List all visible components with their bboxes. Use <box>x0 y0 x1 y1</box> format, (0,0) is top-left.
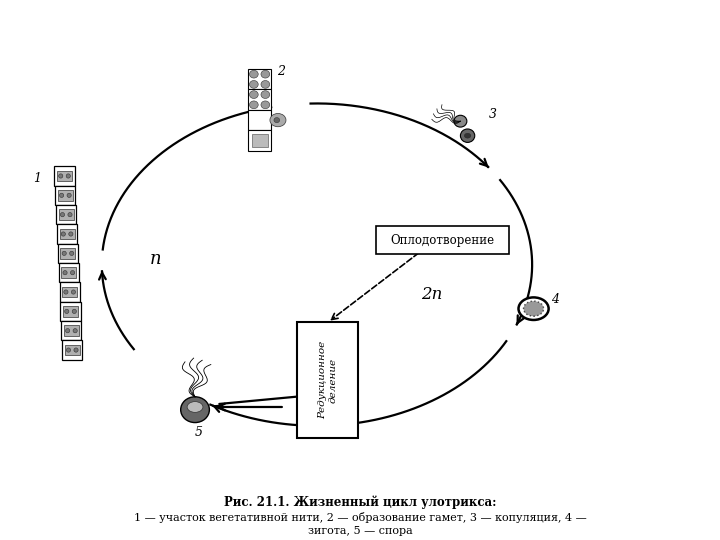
Ellipse shape <box>518 298 549 320</box>
Bar <box>59 263 79 282</box>
Text: Оплодотворение: Оплодотворение <box>390 234 495 247</box>
Bar <box>251 134 268 147</box>
Bar <box>63 306 78 316</box>
Text: зигота, 5 — спора: зигота, 5 — спора <box>307 525 413 536</box>
Text: Рис. 21.1. Жизненный цикл улотрикса:: Рис. 21.1. Жизненный цикл улотрикса: <box>224 495 496 509</box>
Ellipse shape <box>70 251 74 255</box>
Ellipse shape <box>261 80 270 88</box>
Ellipse shape <box>63 271 67 275</box>
Bar <box>56 205 76 224</box>
Text: 1: 1 <box>33 172 41 185</box>
Bar <box>57 171 72 181</box>
Ellipse shape <box>261 91 270 98</box>
Ellipse shape <box>250 101 258 109</box>
Ellipse shape <box>73 328 77 333</box>
Ellipse shape <box>66 348 71 352</box>
Ellipse shape <box>270 113 286 127</box>
Bar <box>57 224 77 244</box>
Ellipse shape <box>187 402 203 413</box>
Ellipse shape <box>67 193 71 198</box>
Ellipse shape <box>66 174 71 178</box>
Ellipse shape <box>66 328 70 333</box>
Bar <box>62 340 82 360</box>
Bar <box>248 90 271 110</box>
Ellipse shape <box>250 80 258 88</box>
Ellipse shape <box>454 115 467 127</box>
Ellipse shape <box>523 301 544 316</box>
Ellipse shape <box>68 232 73 236</box>
Ellipse shape <box>72 309 76 314</box>
Bar <box>60 248 76 259</box>
Text: n: n <box>150 250 161 268</box>
Bar <box>61 321 81 340</box>
Ellipse shape <box>71 271 75 275</box>
Ellipse shape <box>64 290 68 294</box>
Ellipse shape <box>60 213 65 217</box>
Bar <box>58 190 73 201</box>
Bar <box>55 186 76 205</box>
Text: 4: 4 <box>551 293 559 306</box>
Bar <box>65 345 80 355</box>
Ellipse shape <box>65 309 69 314</box>
Ellipse shape <box>181 397 210 423</box>
Ellipse shape <box>74 348 78 352</box>
Ellipse shape <box>250 91 258 98</box>
Bar <box>376 226 509 254</box>
Bar <box>248 110 271 130</box>
Bar <box>64 326 79 336</box>
Ellipse shape <box>250 70 258 78</box>
Text: 1 — участок вегетативной нити, 2 — образование гамет, 3 — копуляция, 4 —: 1 — участок вегетативной нити, 2 — образ… <box>134 511 586 523</box>
Bar <box>62 287 77 298</box>
Ellipse shape <box>261 70 270 78</box>
Text: 3: 3 <box>489 107 497 121</box>
Ellipse shape <box>61 232 66 236</box>
Bar <box>60 228 75 239</box>
Ellipse shape <box>261 101 270 109</box>
Text: 2: 2 <box>277 65 285 78</box>
Ellipse shape <box>460 129 474 143</box>
Ellipse shape <box>274 118 279 123</box>
Bar <box>248 130 271 151</box>
Bar <box>297 322 359 438</box>
Bar <box>248 69 271 90</box>
Text: 5: 5 <box>194 426 202 438</box>
Text: 2n: 2n <box>421 286 442 303</box>
Bar <box>61 267 76 278</box>
Bar <box>60 302 81 321</box>
Bar <box>59 210 73 220</box>
Bar <box>60 282 80 302</box>
Bar <box>55 166 75 186</box>
Ellipse shape <box>71 290 76 294</box>
Ellipse shape <box>60 193 63 198</box>
Ellipse shape <box>68 213 72 217</box>
Ellipse shape <box>62 251 66 255</box>
Ellipse shape <box>58 174 63 178</box>
Ellipse shape <box>464 133 471 138</box>
Text: Редукционное
деление: Редукционное деление <box>318 341 338 419</box>
Bar <box>58 244 78 263</box>
